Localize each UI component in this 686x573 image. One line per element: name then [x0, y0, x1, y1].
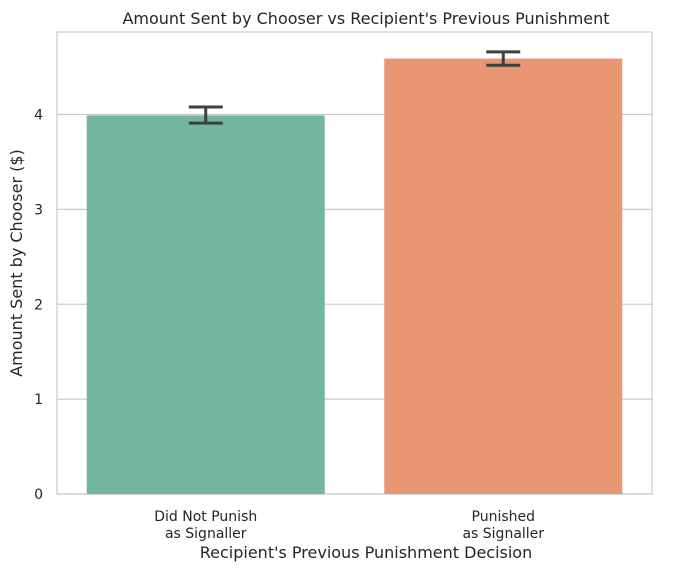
y-tick-label: 1	[34, 392, 43, 408]
x-tick-label-line: as Signaller	[462, 526, 544, 542]
x-tick-label: Did Not Punish as Signaller	[154, 509, 257, 542]
y-tick-label: 0	[34, 487, 43, 503]
x-tick-label: Punished as Signaller	[462, 509, 544, 542]
y-axis-label: Amount Sent by Chooser ($)	[7, 149, 26, 377]
bars	[86, 58, 623, 495]
y-ticks: 0 1 2 3 4	[34, 108, 43, 503]
y-tick-label: 4	[34, 108, 43, 124]
x-tick-label-line: as Signaller	[165, 526, 247, 542]
y-tick-label: 2	[34, 297, 43, 313]
bar	[384, 58, 623, 495]
x-axis-label: Recipient's Previous Punishment Decision	[200, 543, 532, 562]
y-tick-label: 3	[34, 202, 43, 218]
x-tick-label-line: Punished	[472, 509, 536, 525]
chart-title: Amount Sent by Chooser vs Recipient's Pr…	[122, 9, 609, 28]
x-tick-label-line: Did Not Punish	[154, 509, 257, 525]
error-bars	[188, 50, 521, 125]
bar	[86, 115, 325, 494]
